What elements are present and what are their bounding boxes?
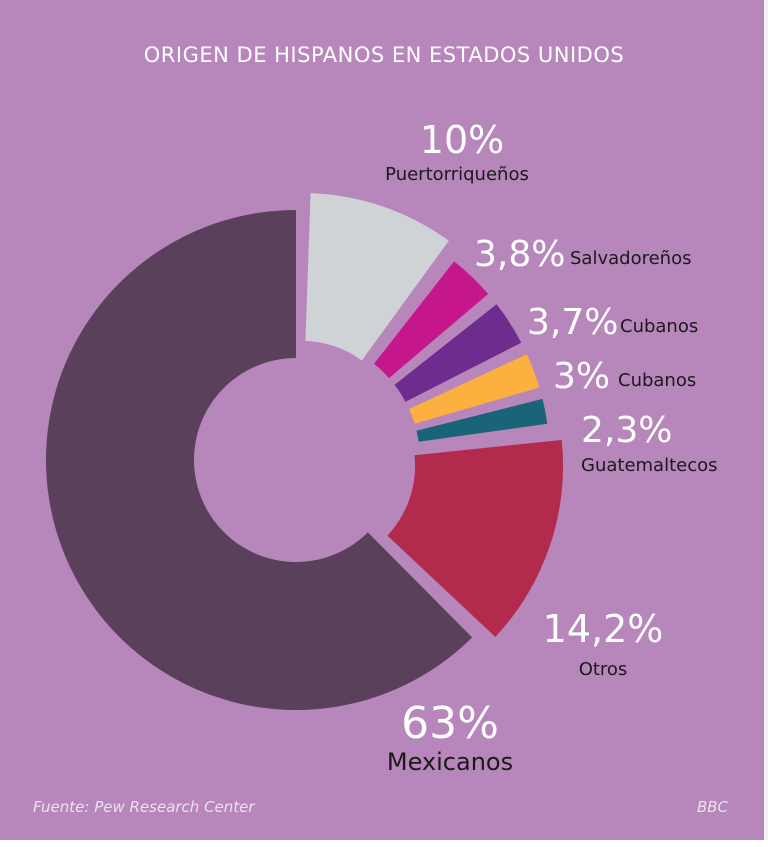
slice-cubanos-2 [394, 304, 522, 402]
slice-value-label: 3,8% [474, 234, 565, 275]
slice-name-label: Cubanos [620, 316, 698, 337]
slice-name-label: Mexicanos [387, 748, 513, 776]
slice-name-label: Guatemaltecos [581, 455, 718, 476]
slice-value-label: 63% [401, 698, 499, 749]
slice-value-label: 14,2% [543, 607, 664, 651]
slice-cubanos-3 [409, 354, 540, 424]
slice-guatemaltecos-4 [416, 398, 548, 442]
slice-name-label: Cubanos [618, 370, 696, 391]
slice-name-label: Otros [579, 659, 628, 680]
slice-name-label: Salvadoreños [570, 248, 691, 269]
slice-otros-5 [387, 439, 564, 637]
brand-label: BBC [696, 798, 728, 816]
slice-salvadore-os-1 [374, 261, 489, 379]
source-note: Fuente: Pew Research Center [33, 798, 255, 816]
chart-title: ORIGEN DE HISPANOS EN ESTADOS UNIDOS [143, 43, 625, 67]
slice-name-label: Puertorriqueños [385, 164, 529, 185]
slice-mexicanos-6 [46, 210, 473, 711]
slice-value-label: 3,7% [527, 302, 618, 343]
slice-value-label: 3% [553, 356, 610, 397]
slice-value-label: 2,3% [581, 410, 672, 451]
slice-value-label: 10% [420, 118, 504, 162]
slice-puertorrique-os-0 [305, 193, 449, 361]
